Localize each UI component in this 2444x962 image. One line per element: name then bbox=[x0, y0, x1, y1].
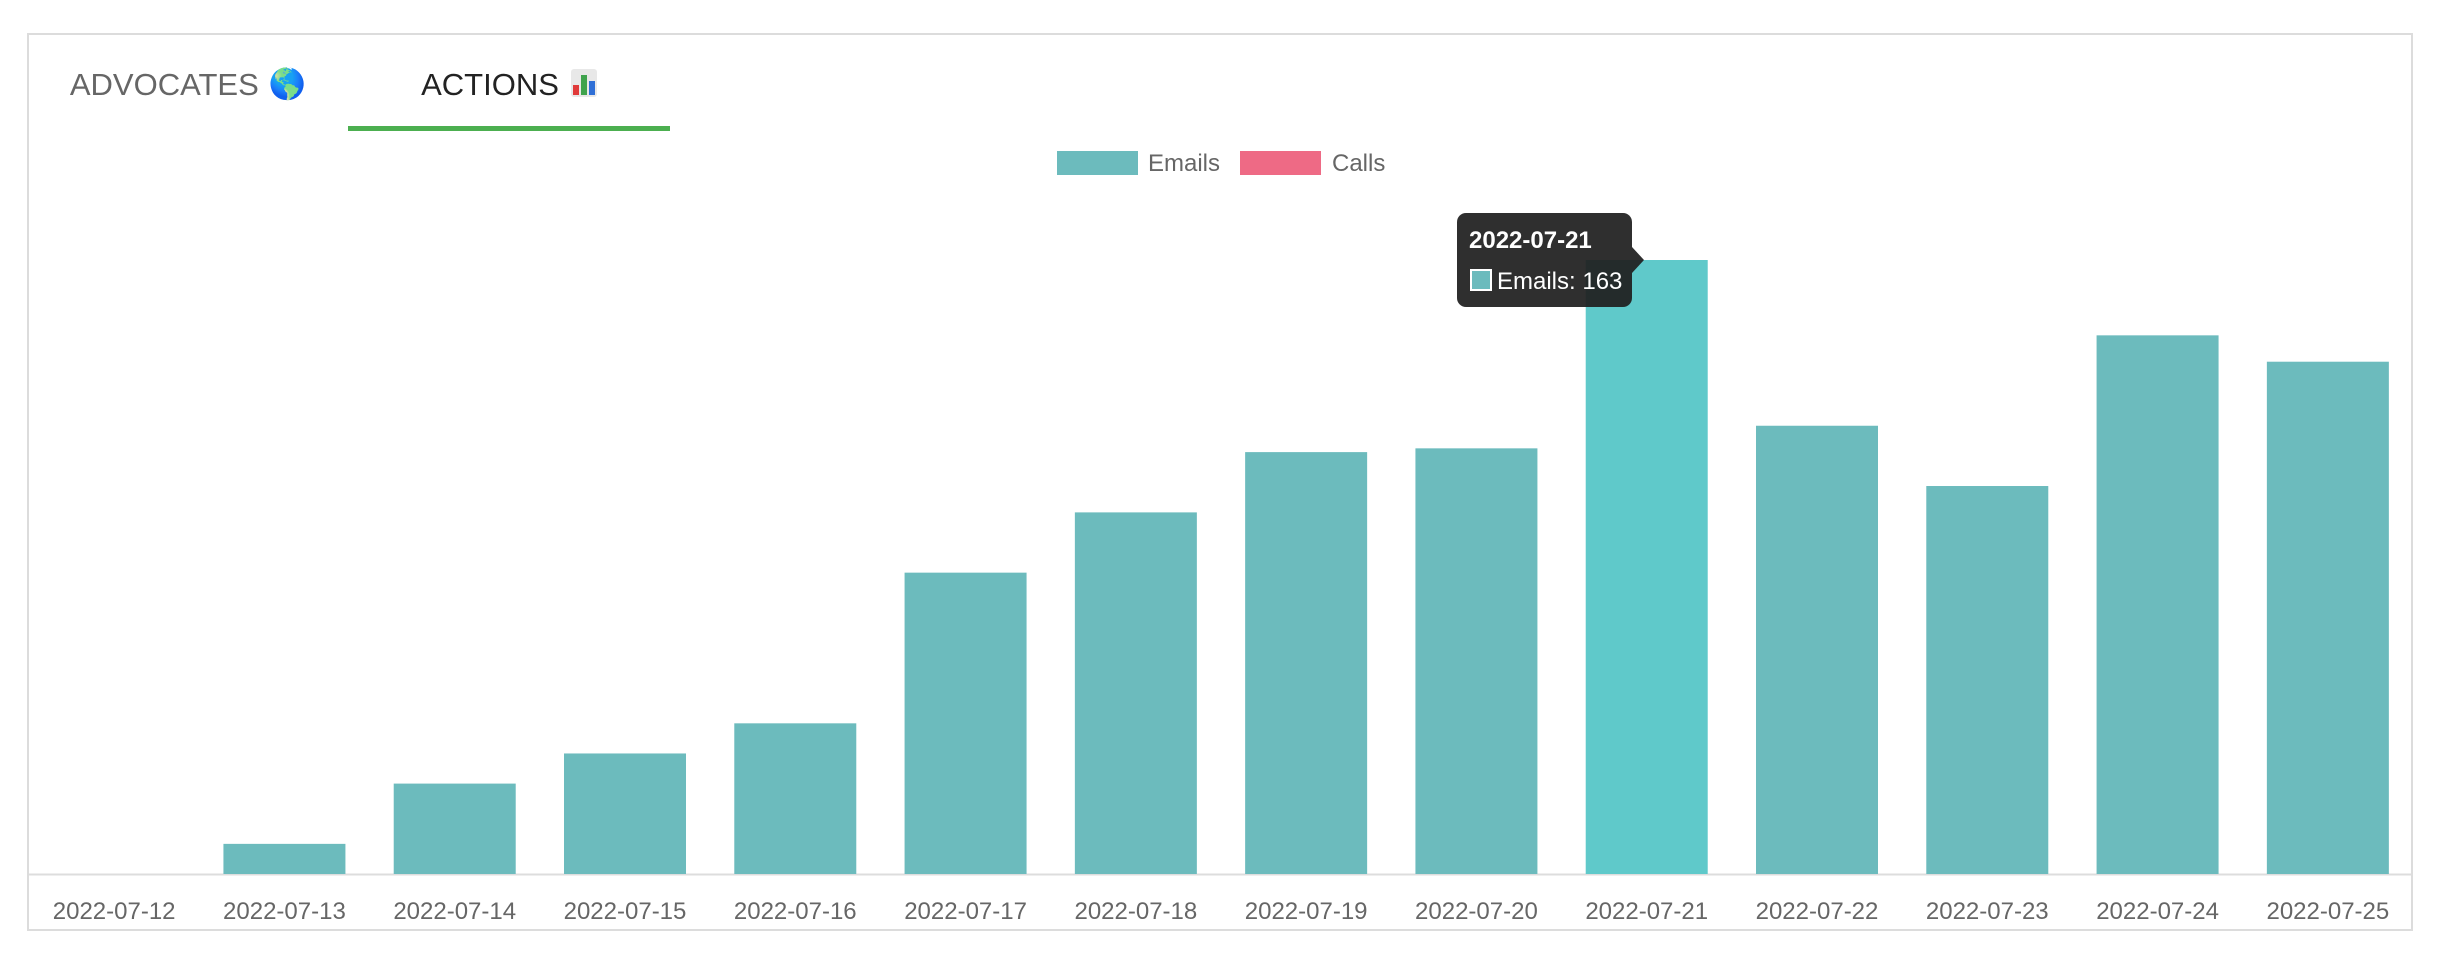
legend-label-emails[interactable]: Emails bbox=[1148, 150, 1220, 177]
x-tick-label: 2022-07-20 bbox=[1415, 898, 1538, 925]
x-tick-label: 2022-07-17 bbox=[904, 898, 1027, 925]
tab-advocates-label: ADVOCATES bbox=[69, 67, 259, 102]
x-tick-label: 2022-07-23 bbox=[1926, 898, 2049, 925]
legend-swatch-emails[interactable] bbox=[1057, 151, 1138, 175]
bar-emails-2022-07-14[interactable] bbox=[393, 783, 516, 874]
tooltip-caret bbox=[1632, 247, 1644, 273]
tab-actions-label: ACTIONS bbox=[421, 67, 559, 102]
bar-emails-2022-07-25[interactable] bbox=[2266, 361, 2389, 874]
x-tick-label: 2022-07-16 bbox=[734, 898, 857, 925]
bar-emails-2022-07-21[interactable] bbox=[1585, 260, 1708, 874]
legend-swatch-calls[interactable] bbox=[1240, 151, 1321, 175]
bar-emails-2022-07-23[interactable] bbox=[1926, 486, 2049, 874]
bar-emails-2022-07-15[interactable] bbox=[564, 753, 686, 874]
x-tick-label: 2022-07-24 bbox=[2096, 898, 2219, 925]
bar-emails-2022-07-17[interactable] bbox=[904, 572, 1027, 874]
tooltip-value: Emails: 163 bbox=[1497, 268, 1622, 295]
x-tick-label: 2022-07-13 bbox=[223, 898, 346, 925]
tooltip-box bbox=[1457, 213, 1632, 307]
x-tick-label: 2022-07-14 bbox=[393, 898, 516, 925]
globe-icon: 🌎 bbox=[268, 68, 307, 101]
bar-emails-2022-07-18[interactable] bbox=[1074, 512, 1197, 874]
legend-label-calls[interactable]: Calls bbox=[1332, 150, 1385, 177]
x-tick-label: 2022-07-25 bbox=[2266, 898, 2389, 925]
x-tick-label: 2022-07-19 bbox=[1245, 898, 1368, 925]
x-tick-label: 2022-07-21 bbox=[1585, 898, 1708, 925]
bar-emails-2022-07-13[interactable] bbox=[223, 843, 346, 874]
x-tick-label: 2022-07-18 bbox=[1074, 898, 1197, 925]
bar-emails-2022-07-19[interactable] bbox=[1245, 452, 1368, 874]
bar-emails-2022-07-20[interactable] bbox=[1415, 448, 1538, 874]
bar-emails-2022-07-22[interactable] bbox=[1756, 425, 1878, 874]
bar-chart-icon bbox=[570, 69, 597, 97]
tab-actions[interactable]: ACTIONS bbox=[348, 35, 670, 131]
tab-advocates[interactable]: ADVOCATES 🌎 bbox=[28, 35, 348, 131]
x-tick-label: 2022-07-12 bbox=[53, 898, 176, 925]
tooltip-swatch bbox=[1470, 269, 1492, 291]
x-tick-label: 2022-07-22 bbox=[1756, 898, 1879, 925]
bar-emails-2022-07-24[interactable] bbox=[2096, 335, 2219, 875]
tooltip-title: 2022-07-21 bbox=[1469, 227, 1592, 254]
x-tick-label: 2022-07-15 bbox=[564, 898, 687, 925]
bar-emails-2022-07-16[interactable] bbox=[734, 723, 857, 874]
